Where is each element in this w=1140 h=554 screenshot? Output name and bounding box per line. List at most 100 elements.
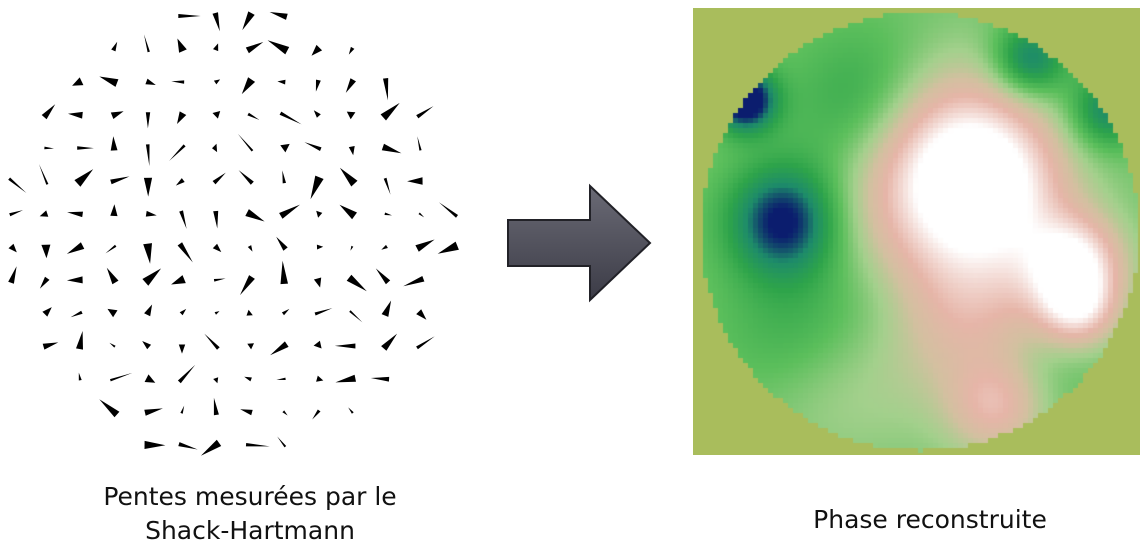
slope-spot [437, 241, 459, 254]
slope-spot [416, 106, 434, 119]
phase-caption: Phase reconstruite [813, 505, 1047, 534]
slope-spot [177, 111, 187, 124]
slope-spot [375, 268, 391, 285]
slope-spot [72, 77, 84, 86]
slope-spot [66, 242, 85, 254]
slope-spot [39, 276, 50, 289]
slope-spot [311, 44, 323, 56]
slope-spot [315, 79, 321, 92]
slope-spot [237, 133, 254, 152]
right-arrow-icon [507, 183, 652, 303]
slope-spot [383, 78, 389, 101]
slope-spot [241, 77, 256, 95]
slope-spot [110, 136, 118, 151]
slope-spot [177, 364, 196, 384]
slope-spot [99, 76, 119, 87]
slope-spot [238, 170, 254, 185]
slope-spot [143, 243, 152, 264]
slope-spot [349, 310, 363, 323]
slope-spot [143, 177, 153, 197]
slope-spot [142, 268, 162, 286]
slope-spot [213, 278, 226, 282]
slope-spot [110, 111, 124, 119]
slope-spot [200, 439, 222, 456]
slope-spot [240, 275, 255, 296]
slope-spot [381, 333, 398, 351]
slope-spot [279, 111, 302, 125]
slope-spot [8, 266, 17, 284]
slope-spot [70, 310, 83, 318]
slope-spot [78, 372, 82, 381]
slope-spot [313, 340, 322, 349]
slopes-caption-line-2: Shack-Hartmann [145, 516, 355, 545]
slope-spot [142, 341, 152, 350]
slope-spot [280, 143, 290, 153]
slope-spot [242, 11, 255, 31]
slope-spot [213, 79, 221, 85]
slope-spot [381, 244, 388, 250]
slope-spot [212, 143, 218, 153]
slope-spot [177, 38, 187, 53]
slope-spot [110, 204, 118, 217]
slope-spot [144, 304, 153, 317]
slope-spot [171, 275, 186, 285]
slope-spot [316, 210, 323, 218]
slope-spot [269, 12, 288, 20]
slope-spot [270, 341, 289, 356]
slope-spot [348, 407, 354, 414]
slope-spot [144, 374, 156, 383]
slope-spot [105, 244, 117, 254]
slope-spot [416, 309, 427, 320]
slope-spot [247, 343, 254, 350]
slope-spot [42, 342, 59, 350]
slope-spot [281, 308, 290, 316]
slope-spot [282, 410, 288, 416]
slope-spot [213, 210, 219, 229]
slope-spot [334, 343, 356, 349]
slope-spot [418, 212, 425, 218]
slope-spot [39, 210, 49, 217]
slope-spot [178, 442, 198, 450]
slope-spot [417, 136, 422, 151]
slope-spot [339, 167, 358, 187]
slope-spot [41, 104, 56, 120]
slope-spot [345, 78, 356, 93]
slope-spot [247, 245, 253, 252]
slope-spot [438, 202, 458, 218]
slope-spot [213, 397, 219, 416]
slope-spot [106, 267, 119, 285]
slope-spot [280, 260, 288, 285]
shack-hartmann-slopes-figure [8, 11, 459, 456]
slope-spot [416, 336, 435, 350]
slope-spot [312, 409, 321, 420]
slope-spot [145, 112, 151, 129]
slope-spot [348, 46, 355, 55]
reconstructed-phase-map [693, 8, 1140, 455]
slope-spot [384, 212, 392, 216]
slope-spot [9, 210, 23, 217]
slope-spot [247, 112, 260, 120]
slope-spot [145, 78, 156, 85]
slope-spot [169, 144, 186, 161]
slope-spot [171, 80, 185, 84]
slope-spot [145, 144, 150, 167]
slope-spot [244, 376, 252, 382]
slope-spot [144, 440, 166, 449]
slope-spot [214, 311, 220, 315]
slope-spot [39, 164, 49, 185]
slope-spot [179, 308, 187, 316]
slope-spot [8, 243, 17, 253]
slope-spot [403, 276, 425, 287]
slope-spot [212, 12, 220, 32]
slope-spot [245, 443, 270, 447]
slope-spot [415, 239, 435, 252]
slope-spot [277, 436, 287, 448]
slope-spot [276, 236, 288, 251]
slope-spot [204, 333, 220, 350]
slope-spot [245, 42, 264, 54]
slope-spot [380, 102, 400, 121]
slope-spot [41, 244, 51, 259]
slope-spot [77, 146, 94, 150]
slope-spot [175, 178, 185, 186]
slope-spot [74, 169, 94, 187]
